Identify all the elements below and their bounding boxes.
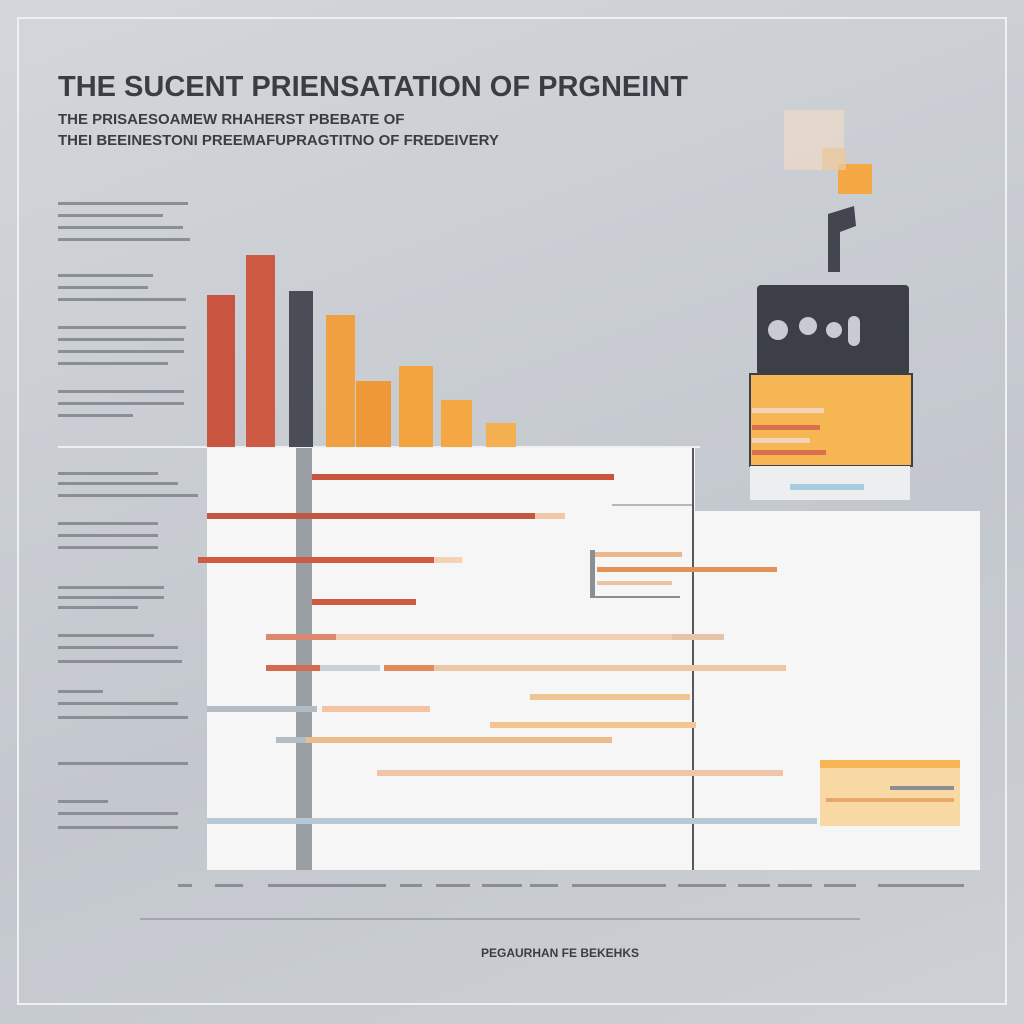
panel: [207, 448, 695, 870]
divider: [296, 448, 312, 870]
legend-card: [820, 760, 960, 826]
machine-illustration: [749, 110, 913, 500]
subtitle-line: THE PRISAESOAMEW RHAHERST PBEBATE OF: [58, 111, 404, 128]
subtitle-line: THEI BEEINESTONI PREEMAFUPRAGTITNO OF FR…: [58, 132, 499, 149]
side-notes: [58, 202, 964, 920]
title: THE SUCENT PRIENSATATION OF PRGNEINT: [58, 71, 688, 103]
gantt-bars: [198, 474, 817, 824]
frame: [17, 17, 1007, 1005]
column-bars: [207, 255, 516, 447]
footer-label: PEGAURHAN FE BEKEHKS: [481, 946, 639, 960]
